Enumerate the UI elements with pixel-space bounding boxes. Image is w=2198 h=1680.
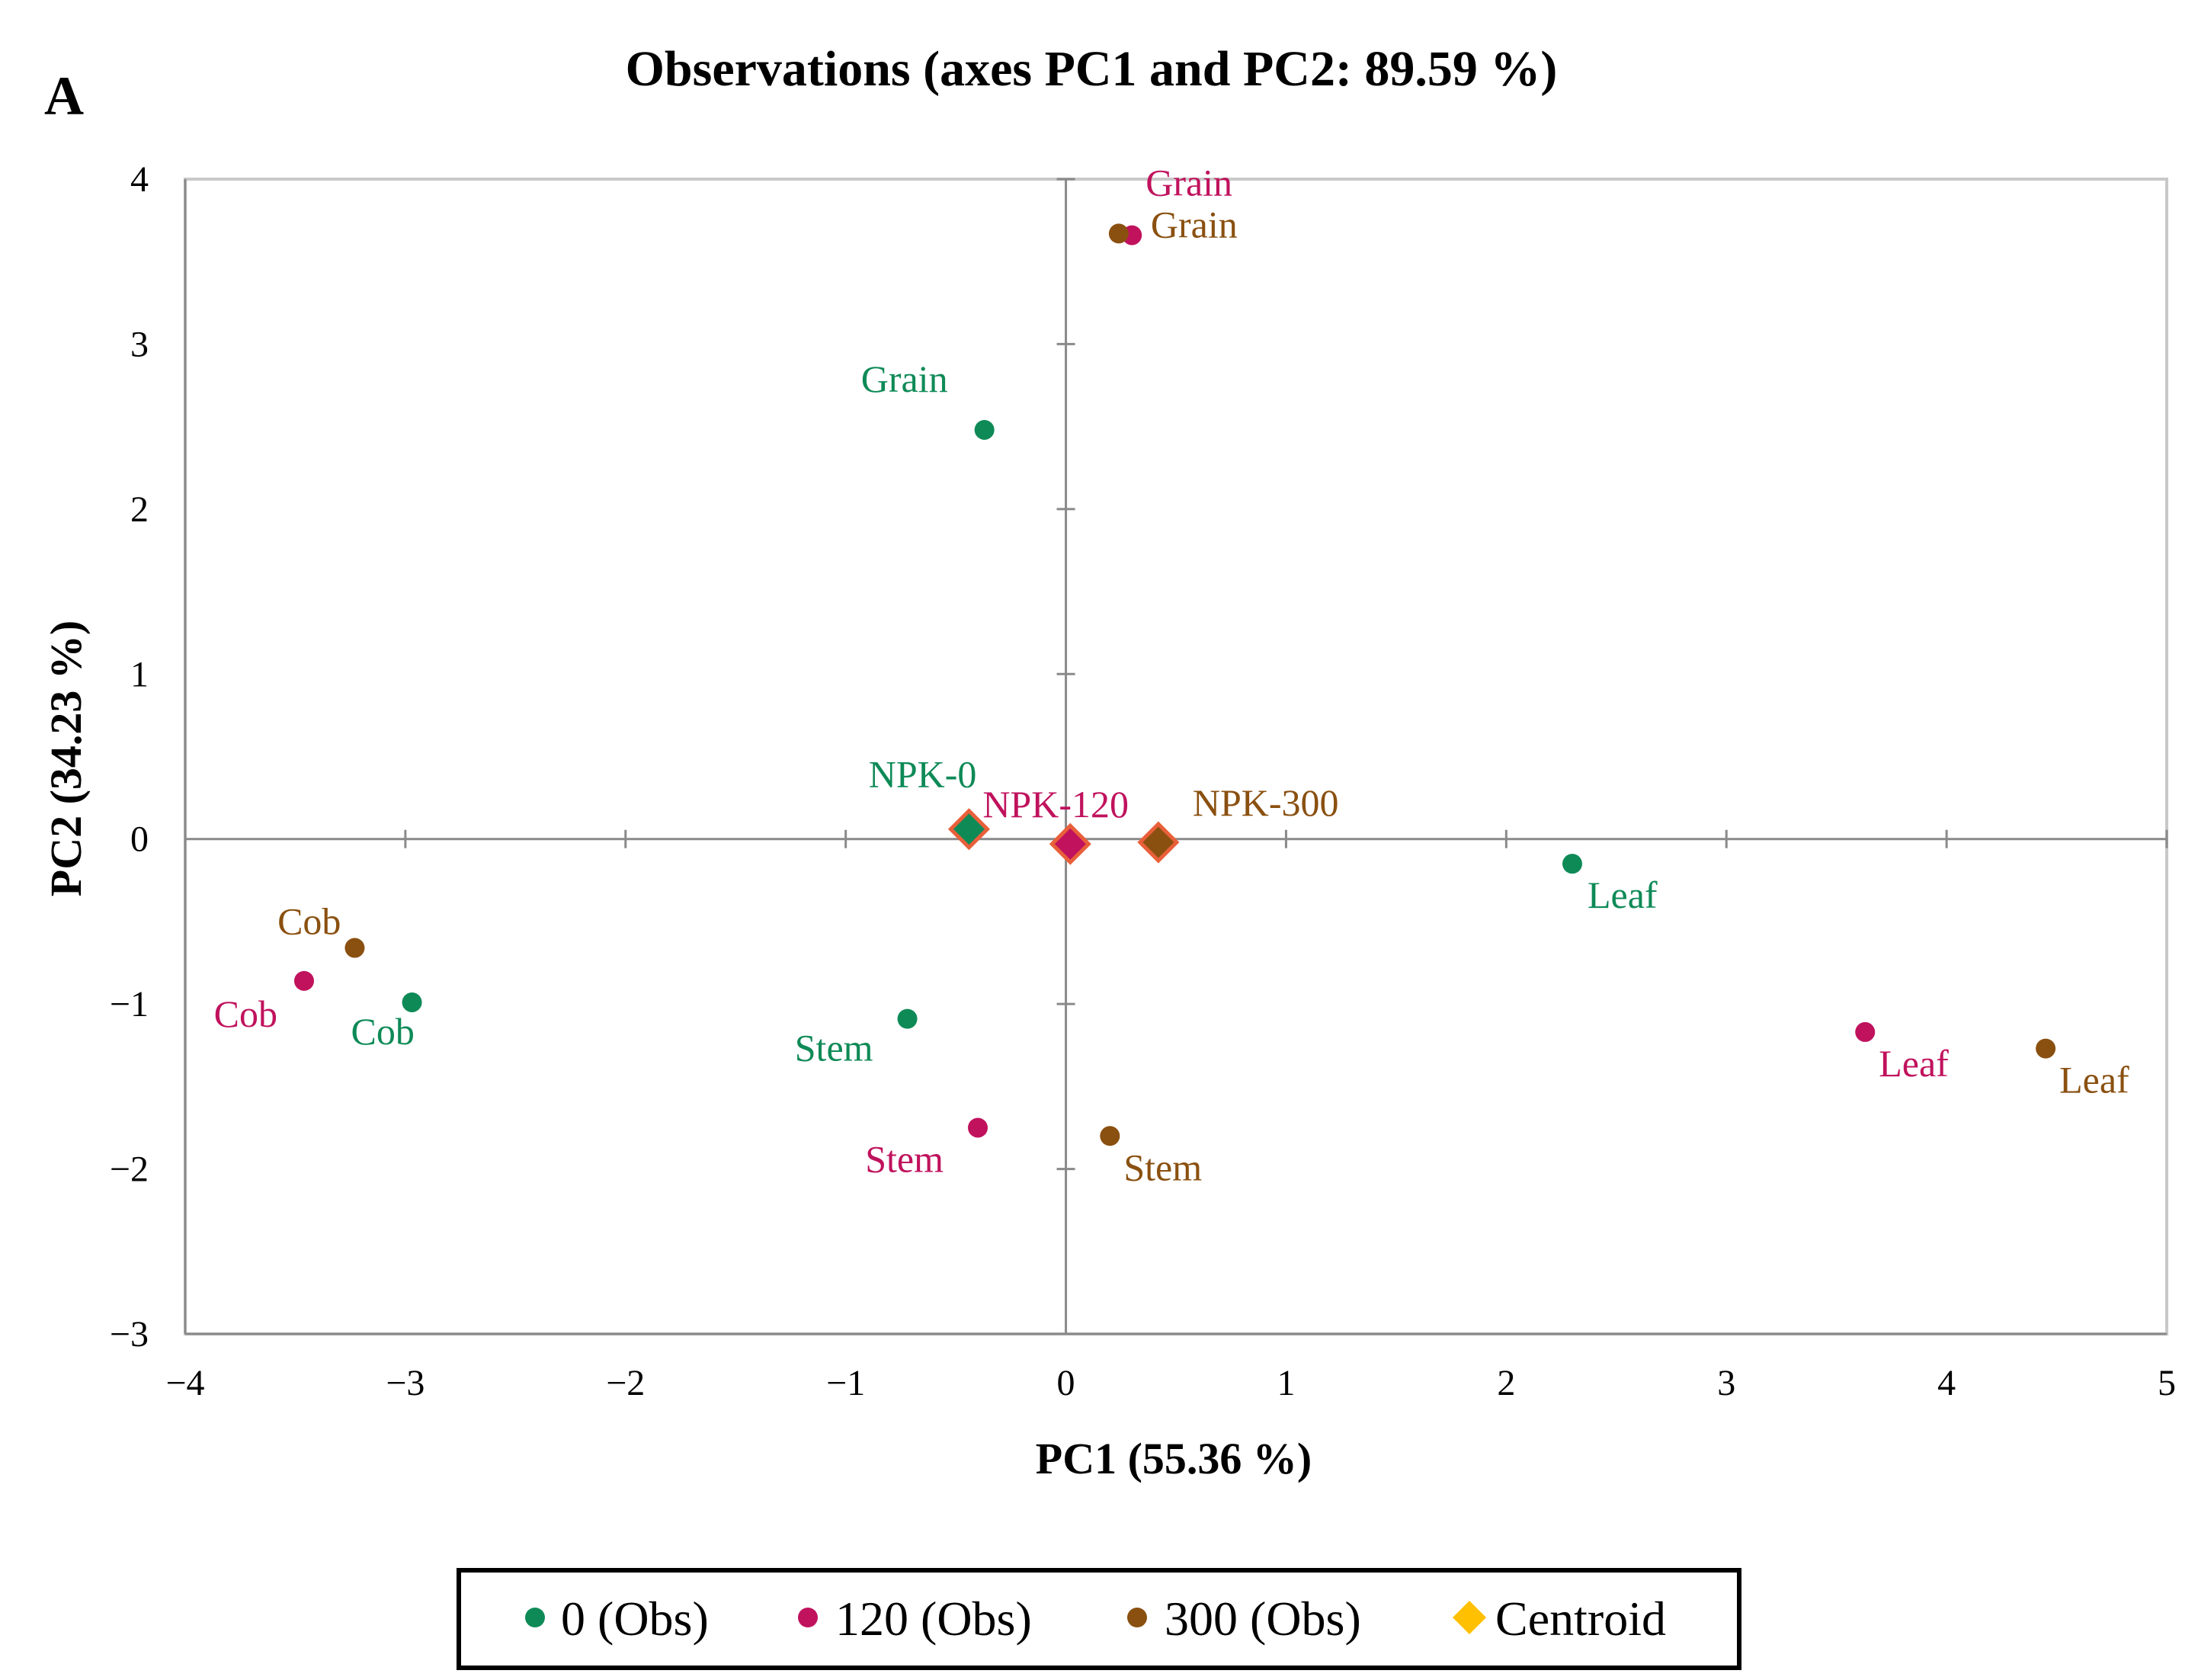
legend-label-300: 300 (Obs) — [1165, 1592, 1361, 1646]
label-npk-120-centroid: NPK-120 — [982, 783, 1129, 826]
y-axis-title: PC2 (34.23 %) — [41, 620, 91, 896]
centroid-marker-npk-120-centroid — [1049, 822, 1091, 865]
y-tick-label: 1 — [130, 654, 149, 694]
x-tick-label: −3 — [386, 1363, 425, 1403]
point-stem-300 — [1100, 1126, 1120, 1146]
y-tick-label: 4 — [130, 159, 149, 200]
label-npk-0-centroid: NPK-0 — [869, 753, 977, 796]
legend-marker-centroid — [1453, 1601, 1486, 1634]
y-tick-label: 2 — [130, 489, 149, 530]
x-tick-label: 1 — [1277, 1363, 1295, 1403]
label-cob-300: Cob — [277, 900, 341, 943]
label-stem-0: Stem — [795, 1027, 873, 1069]
chart-title: Observations (axes PC1 and PC2: 89.59 %) — [626, 41, 1558, 97]
legend-label-centroid: Centroid — [1495, 1592, 1666, 1646]
panel-label: A — [44, 66, 84, 127]
tick-labels: −4 −3 −2 −1 0 1 2 3 4 5 −3 −2 −1 0 1 2 3 4 — [110, 159, 2176, 1403]
x-tick-label: −4 — [165, 1363, 204, 1403]
point-grain-300 — [1108, 223, 1129, 244]
point-leaf-120 — [1855, 1021, 1876, 1042]
label-grain-0: Grain — [861, 357, 948, 400]
axes-layer — [184, 178, 2168, 1335]
y-tick-label: −3 — [110, 1314, 149, 1355]
x-tick-label: 3 — [1717, 1363, 1735, 1403]
point-cob-120 — [294, 970, 314, 991]
label-cob-0: Cob — [351, 1010, 415, 1053]
legend-box — [457, 1568, 1741, 1670]
centroid-marker-npk-300-centroid — [1137, 821, 1180, 864]
legend: 0 (Obs) 120 (Obs) 300 (Obs) Centroid — [457, 1568, 1741, 1670]
label-npk-300-centroid: NPK-300 — [1193, 781, 1339, 824]
point-leaf-0 — [1562, 854, 1582, 874]
y-tick-label: −1 — [110, 984, 149, 1024]
point-stem-120 — [968, 1117, 988, 1138]
x-tick-label: 0 — [1057, 1363, 1075, 1403]
legend-marker-120 — [798, 1608, 818, 1627]
x-tick-label: 5 — [2158, 1363, 2176, 1403]
label-stem-120: Stem — [865, 1137, 944, 1180]
label-leaf-0: Leaf — [1588, 874, 1658, 916]
point-leaf-300 — [2036, 1038, 2056, 1059]
label-grain-300: Grain — [1151, 203, 1238, 245]
y-tick-label: 3 — [130, 324, 149, 364]
x-axis-title: PC1 (55.36 %) — [1036, 1434, 1312, 1483]
legend-marker-0 — [525, 1608, 545, 1627]
point-cob-0 — [402, 992, 422, 1012]
label-stem-300: Stem — [1123, 1146, 1202, 1188]
point-grain-0 — [974, 419, 995, 440]
x-tick-label: −1 — [826, 1363, 865, 1403]
data-points — [294, 223, 2056, 1146]
centroid-marker-npk-0-centroid — [947, 808, 990, 851]
x-tick-label: −2 — [606, 1363, 645, 1403]
label-grain-120: Grain — [1145, 162, 1232, 204]
legend-label-0: 0 (Obs) — [561, 1592, 709, 1646]
x-tick-label: 4 — [1937, 1363, 1956, 1403]
point-cob-300 — [344, 938, 365, 958]
label-leaf-120: Leaf — [1879, 1042, 1949, 1085]
legend-label-120: 120 (Obs) — [835, 1592, 1032, 1646]
label-cob-120: Cob — [214, 992, 277, 1035]
point-stem-0 — [897, 1008, 918, 1029]
y-tick-label: −2 — [110, 1149, 149, 1190]
y-tick-label: 0 — [130, 819, 149, 860]
label-leaf-300: Leaf — [2059, 1059, 2129, 1101]
point-labels: Grain Leaf Cob Stem Grain Leaf Cob Stem Grain Lea… — [214, 162, 2129, 1189]
legend-marker-300 — [1127, 1608, 1147, 1627]
x-tick-label: 2 — [1497, 1363, 1515, 1403]
